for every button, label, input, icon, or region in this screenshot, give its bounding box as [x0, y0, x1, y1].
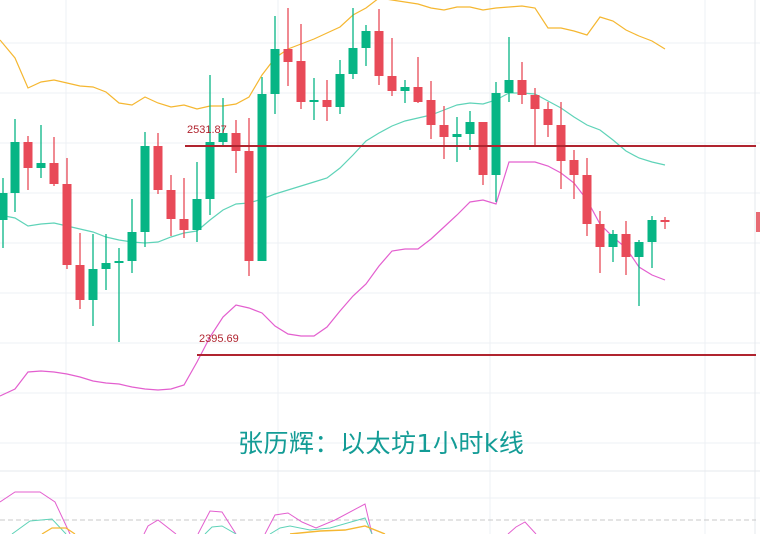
- price-label-upper: 2531.87: [187, 124, 227, 136]
- price-lines: [185, 145, 756, 356]
- candles: [0, 8, 670, 342]
- price-label-lower: 2395.69: [199, 333, 239, 345]
- sub-indicator-panel: [0, 491, 756, 534]
- chart-caption: 张历辉：以太坊1小时k线: [238, 429, 525, 458]
- current-price-marker: [756, 212, 760, 232]
- bollinger-bands: [0, 0, 666, 397]
